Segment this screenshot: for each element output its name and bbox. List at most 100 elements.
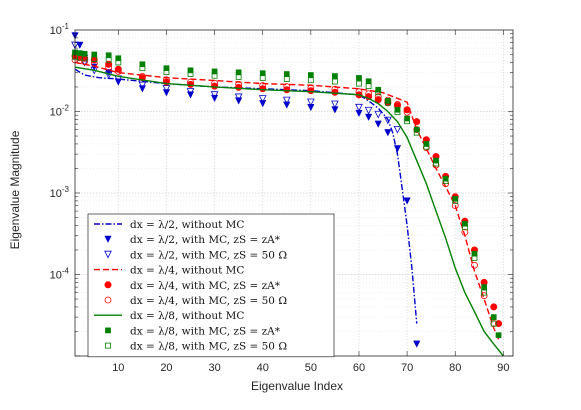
legend: dx = λ/2, without MC dx = λ/2, with MC, z…	[87, 213, 335, 358]
data-point	[471, 254, 478, 261]
legend-box	[87, 213, 335, 358]
data-point	[105, 63, 113, 71]
data-point	[413, 118, 421, 126]
data-point	[331, 85, 339, 93]
legend-entry: dx = λ/4, with MC, zS = 50 Ω	[104, 295, 287, 307]
x-axis-label: Eigenvalue Index	[251, 379, 343, 393]
data-point	[115, 59, 122, 66]
data-point	[433, 160, 439, 167]
data-point	[452, 197, 459, 204]
series-4	[74, 61, 500, 340]
legend-entry: dx = λ/2, with MC, zS = 50 Ω	[104, 249, 287, 261]
legend-label: dx = λ/8, with MC, zS = 50 Ω	[130, 341, 287, 353]
series-9	[72, 53, 497, 327]
legend-label: dx = λ/2, with MC, zS = 50 Ω	[130, 249, 287, 261]
data-point	[364, 106, 373, 115]
data-point	[461, 224, 468, 231]
data-point	[187, 71, 194, 77]
y-tick-label: 10-1	[50, 22, 70, 37]
data-point	[471, 261, 478, 269]
data-point	[90, 59, 98, 67]
data-point	[259, 75, 266, 81]
data-point	[413, 129, 420, 136]
data-point	[259, 100, 267, 108]
series-line	[74, 61, 500, 340]
data-point	[356, 75, 362, 81]
series-line	[74, 68, 418, 324]
data-point	[307, 72, 314, 78]
data-point	[259, 70, 266, 77]
data-point	[393, 145, 402, 153]
data-point	[375, 89, 382, 96]
legend-entry: dx = λ/4, with MC, zS = zA*	[104, 280, 281, 292]
data-point	[365, 90, 373, 98]
legend-label: dx = λ/2, with MC, zS = zA*	[130, 234, 281, 246]
data-point	[283, 71, 290, 77]
y-axis-label: Eigenvalue Magnitude	[8, 130, 22, 249]
legend-marker-sample	[104, 250, 112, 259]
data-point	[81, 55, 88, 62]
data-point	[163, 76, 170, 84]
data-point	[235, 81, 243, 88]
data-point	[374, 93, 382, 101]
x-tick-label: 50	[305, 362, 317, 374]
data-point	[374, 120, 382, 128]
data-point	[114, 68, 122, 75]
data-point	[234, 93, 243, 102]
x-tick-label: 80	[449, 362, 461, 374]
data-point	[461, 228, 469, 236]
data-point	[423, 143, 430, 150]
data-point	[356, 80, 362, 87]
data-point	[462, 220, 468, 227]
series-group	[71, 32, 504, 357]
data-point	[385, 98, 391, 104]
data-point	[306, 98, 315, 107]
legend-label: dx = λ/4, without MC	[130, 265, 244, 277]
legend-label: dx = λ/4, with MC, zS = 50 Ω	[130, 295, 287, 307]
data-point	[163, 69, 170, 75]
data-point	[235, 73, 242, 80]
data-point	[365, 78, 372, 85]
series-1	[74, 68, 418, 324]
y-tick-label: 10-2	[50, 104, 70, 119]
legend-label: dx = λ/2, without MC	[130, 219, 244, 231]
x-tick-label: 60	[353, 362, 365, 374]
data-point	[404, 118, 411, 125]
data-point	[384, 99, 391, 106]
data-point	[162, 85, 171, 93]
data-point	[91, 51, 98, 58]
data-point	[307, 77, 314, 84]
data-point	[433, 157, 439, 164]
data-point	[81, 58, 89, 65]
tick-labels: 10 20 30 40 50 60 70 80 90 10-4 10-3 10-2 10-1	[50, 22, 510, 374]
data-point	[384, 129, 392, 137]
data-point	[413, 126, 420, 133]
data-point	[210, 91, 219, 99]
data-point	[105, 52, 112, 59]
legend-entry: dx = λ/2, with MC, zS = zA*	[104, 234, 281, 246]
data-point	[480, 292, 488, 300]
legend-marker-sample	[104, 296, 112, 304]
data-point	[471, 250, 478, 257]
legend-marker-sample	[105, 342, 111, 349]
data-point	[490, 320, 498, 327]
data-point	[76, 41, 84, 50]
legend-entry: dx = λ/4, without MC	[94, 265, 244, 277]
x-tick-label: 70	[401, 362, 413, 374]
data-point	[187, 67, 194, 74]
data-point	[413, 126, 421, 133]
data-point	[307, 104, 315, 112]
data-point	[495, 320, 503, 328]
legend-label: dx = λ/8, without MC	[130, 310, 244, 322]
data-point	[481, 284, 487, 290]
data-point	[393, 125, 402, 134]
data-point	[394, 109, 401, 116]
data-point	[495, 332, 502, 339]
data-point	[374, 110, 383, 119]
data-point	[282, 96, 291, 105]
data-point	[235, 69, 242, 76]
data-point	[332, 73, 338, 79]
series-7	[74, 66, 504, 357]
data-point	[283, 83, 291, 91]
data-point	[307, 84, 315, 92]
